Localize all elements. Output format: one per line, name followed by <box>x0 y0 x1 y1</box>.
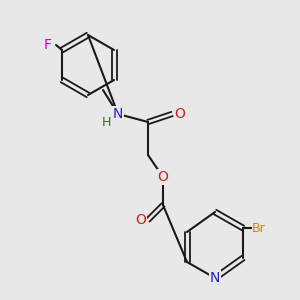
Text: O: O <box>175 107 185 121</box>
Text: H: H <box>101 116 111 128</box>
Text: O: O <box>158 170 168 184</box>
Text: O: O <box>136 213 146 227</box>
Text: N: N <box>113 107 123 121</box>
Text: Br: Br <box>252 221 266 235</box>
Text: F: F <box>44 38 52 52</box>
Text: N: N <box>210 271 220 285</box>
